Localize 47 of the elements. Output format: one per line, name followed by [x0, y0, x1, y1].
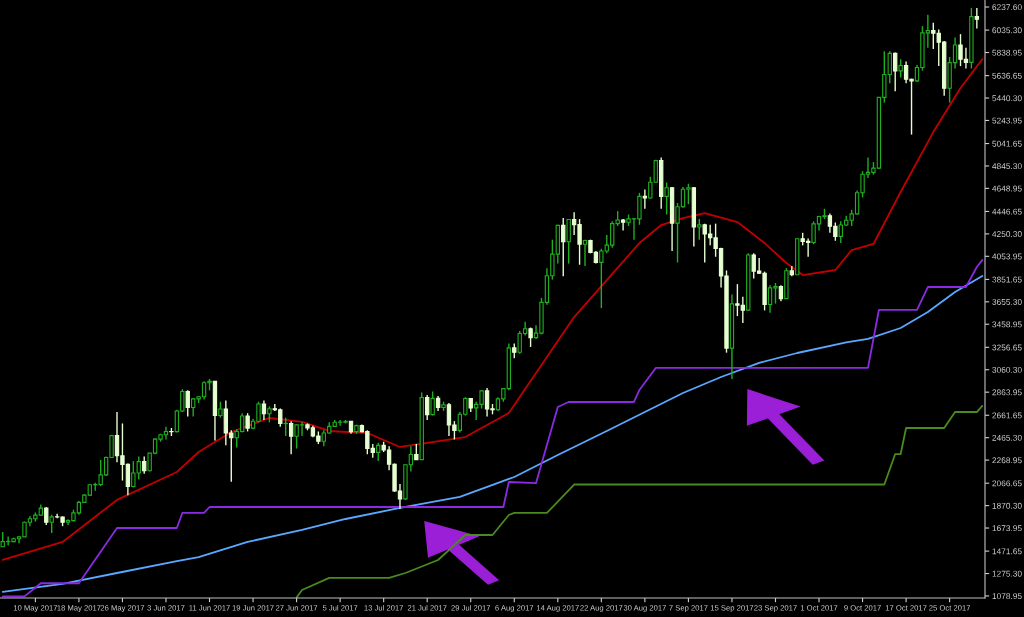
- y-tick-label: 4053.95: [992, 253, 1022, 260]
- y-tick-label: 6035.30: [992, 27, 1022, 34]
- y-tick-label: 2066.65: [992, 480, 1022, 487]
- y-tick-label: 3851.65: [992, 276, 1022, 283]
- y-tick-label: 5440.30: [992, 95, 1022, 102]
- candlestick: [185, 389, 190, 418]
- candlestick: [893, 51, 898, 92]
- candlestick: [664, 181, 669, 216]
- candlestick: [376, 442, 381, 462]
- candlestick: [283, 417, 288, 437]
- y-tick-label: 5041.65: [992, 140, 1022, 147]
- candlestick: [582, 238, 588, 267]
- y-tick-label: 4250.30: [992, 231, 1022, 237]
- y-tick-label: 3060.30: [992, 366, 1022, 373]
- y-tick-label: 1078.95: [992, 593, 1022, 600]
- candlestick: [974, 7, 980, 30]
- candlestick: [620, 218, 626, 232]
- line-series: [1, 58, 984, 561]
- candlestick: [49, 514, 54, 534]
- y-tick-label: 1471.65: [992, 548, 1022, 555]
- candlestick: [898, 58, 903, 79]
- y-tick-label: 3655.30: [992, 299, 1022, 305]
- y-tick-label: 2661.65: [992, 412, 1022, 419]
- y-tick-label: 2465.30: [992, 434, 1022, 441]
- y-tick-label: 2268.95: [992, 457, 1022, 464]
- y-tick-label: 1870.30: [992, 502, 1022, 509]
- y-tick-label: 5243.95: [992, 117, 1022, 124]
- y-tick-label: 2863.95: [992, 389, 1022, 396]
- candlestick: [561, 217, 566, 277]
- y-tick-label: 4845.30: [992, 163, 1022, 170]
- candlestick: [642, 188, 648, 210]
- candlestick: [697, 218, 702, 241]
- candlestick: [425, 394, 430, 421]
- y-tick-label: 4446.65: [992, 208, 1022, 215]
- y-tick-label: 3256.65: [992, 344, 1022, 351]
- y-tick-label: 5636.65: [992, 72, 1022, 79]
- y-tick-label: 1275.30: [992, 570, 1022, 577]
- line-series: [295, 405, 984, 598]
- y-tick-label: 6237.60: [992, 4, 1022, 11]
- y-tick-label: 4648.95: [992, 185, 1022, 192]
- candlestick: [288, 420, 294, 455]
- y-tick-label: 3458.95: [992, 321, 1022, 328]
- candlestick: [245, 412, 250, 433]
- candlestick: [261, 399, 267, 421]
- candlestick: [566, 218, 571, 265]
- y-tick-label: 1673.95: [992, 525, 1022, 532]
- y-tick-label: 5838.95: [992, 49, 1022, 56]
